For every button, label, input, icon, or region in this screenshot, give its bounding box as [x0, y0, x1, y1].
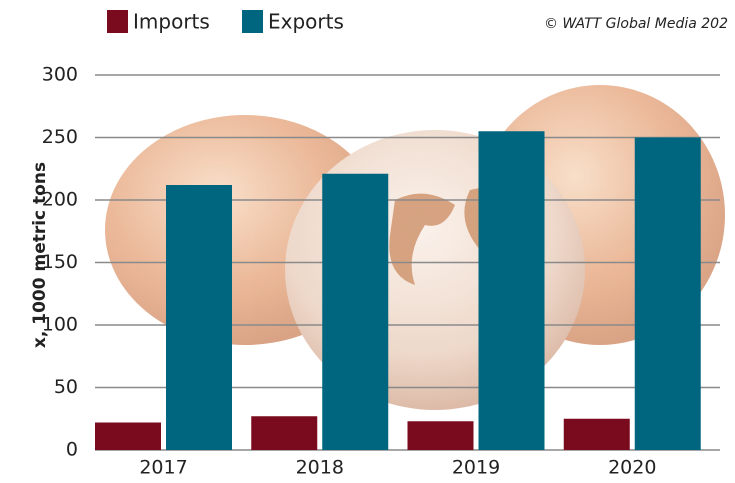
credit: © WATT Global Media 202 [544, 16, 728, 32]
y-tick-label: 0 [66, 439, 78, 461]
y-tick-label: 250 [42, 126, 78, 148]
bar [478, 131, 545, 450]
x-tick-label: 2019 [452, 457, 500, 479]
legend-swatch [242, 10, 263, 33]
bar [634, 137, 701, 450]
x-tick-label: 2018 [296, 457, 344, 479]
bar [407, 421, 474, 450]
y-tick-label: 50 [54, 376, 78, 398]
x-tick-label: 2020 [608, 457, 656, 479]
y-tick-label: 150 [42, 251, 78, 273]
y-tick-label: 300 [42, 64, 78, 86]
y-tick-label: 100 [42, 314, 78, 336]
bar [251, 416, 318, 450]
y-tick-label: 200 [42, 189, 78, 211]
legend-label: Exports [268, 10, 344, 34]
bar [166, 185, 232, 450]
x-tick-label: 2017 [139, 457, 187, 479]
bar [563, 418, 630, 450]
bar [95, 422, 161, 450]
legend-swatch [107, 10, 128, 33]
y-axis-label: x, 1000 metric tons [30, 162, 50, 348]
bar [322, 173, 389, 450]
legend-label: Imports [133, 10, 210, 34]
